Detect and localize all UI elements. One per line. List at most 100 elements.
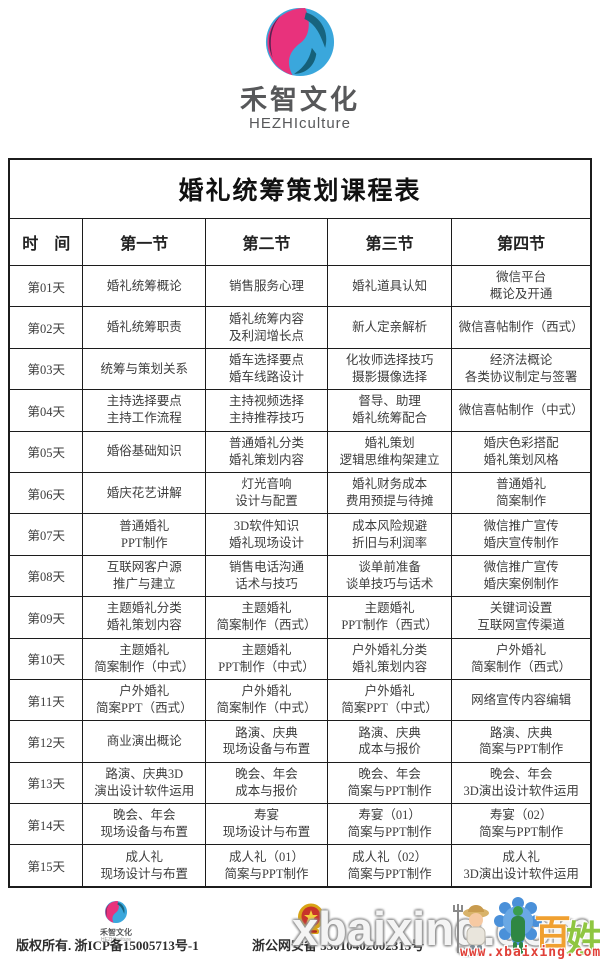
- day-cell: 第03天: [8, 347, 84, 391]
- course-cell: 路演、庆典 现场设备与布置: [205, 720, 328, 763]
- table-row: 第05天 婚俗基础知识 普通婚礼分类 婚礼策划内容 婚礼策划 逻辑思维构架建立 婚庆色彩…: [8, 430, 592, 473]
- course-cell: 关键词设置 互联网宣传渠道: [451, 596, 592, 639]
- course-cell: 婚俗基础知识: [82, 430, 207, 473]
- course-cell: 主题婚礼 简案制作（西式）: [205, 596, 328, 639]
- day-cell: 第06天: [8, 471, 84, 515]
- day-cell: 第12天: [8, 720, 84, 763]
- course-cell: 成本风险规避 折旧与利润率: [326, 513, 453, 556]
- course-cell: 路演、庆典3D 演出设计软件运用: [82, 761, 207, 805]
- course-cell: 婚庆色彩搭配 婚礼策划风格: [451, 430, 592, 473]
- day-cell: 第10天: [8, 637, 84, 680]
- day-cell: 第09天: [8, 596, 84, 639]
- brand-name-cn: 禾智文化: [240, 85, 360, 115]
- course-cell: 寿宴 现场设计与布置: [205, 803, 328, 846]
- footer-mini-brand-en: HEZHIculture: [100, 937, 131, 943]
- course-cell: 婚礼统筹概论: [82, 264, 207, 308]
- course-cell: 微信推广宣传 婚庆案例制作: [451, 554, 592, 598]
- course-cell: 主持选择要点 主持工作流程: [82, 389, 207, 432]
- table-row: 第08天 互联网客户源 推广与建立 销售电话沟通 话术与技巧 谈单前准备 谈单技巧与话…: [8, 554, 592, 598]
- course-table: 婚礼统筹策划课程表 时 间 第一节 第二节 第三节 第四节 第01天 婚礼统筹概论…: [8, 158, 592, 888]
- watermark-text: xbaixing.com: [292, 902, 593, 955]
- course-cell: 户外婚礼分类 婚礼策划内容: [326, 637, 453, 680]
- course-cell: 寿宴（02） 简案与PPT制作: [451, 803, 592, 846]
- course-cell: 普通婚礼 简案制作: [451, 471, 592, 515]
- farmer-mascot-icon: [450, 901, 496, 964]
- course-cell: 微信推广宣传 婚庆宣传制作: [451, 513, 592, 556]
- course-cell: 成人礼（02） 简案与PPT制作: [326, 844, 453, 888]
- course-cell: 婚礼统筹内容 及利润增长点: [205, 306, 328, 349]
- course-cell: 主题婚礼 PPT制作（中式）: [205, 637, 328, 680]
- course-cell: 统筹与策划关系: [82, 347, 207, 391]
- table-title: 婚礼统筹策划课程表: [8, 158, 592, 219]
- table-title-row: 婚礼统筹策划课程表: [8, 158, 592, 219]
- footer-mini-brand: 禾智文化 HEZHIculture: [86, 900, 146, 943]
- public-security-record-text: 浙公网安备 33010402002313号: [252, 938, 425, 953]
- header-lesson-4: 第四节: [451, 218, 592, 266]
- table-row: 第01天 婚礼统筹概论 销售服务心理 婚礼道具认知 微信平台 概论及开通: [8, 264, 592, 308]
- header-lesson-2: 第二节: [205, 218, 328, 266]
- day-cell: 第07天: [8, 513, 84, 556]
- table-row: 第10天 主题婚礼 简案制作（中式） 主题婚礼 PPT制作（中式） 户外婚礼分类 婚礼…: [8, 637, 592, 680]
- course-cell: 互联网客户源 推广与建立: [82, 554, 207, 598]
- table-row: 第12天 商业演出概论 路演、庆典 现场设备与布置 路演、庆典 成本与报价 路演、庆典 …: [8, 720, 592, 763]
- course-cell: 经济法概论 各类协议制定与签署: [451, 347, 592, 391]
- day-cell: 第14天: [8, 803, 84, 846]
- course-cell: 新人定亲解析: [326, 306, 453, 349]
- police-badge-icon: [297, 903, 325, 940]
- footer-mini-brand-cn: 禾智文化: [100, 928, 132, 937]
- course-cell: 成人礼 3D演出设计软件运用: [451, 844, 592, 888]
- course-cell: 普通婚礼分类 婚礼策划内容: [205, 430, 328, 473]
- table-row: 第06天 婚庆花艺讲解 灯光音响 设计与配置 婚礼财务成本 费用预提与待摊 普通婚礼 简…: [8, 471, 592, 515]
- course-cell: 晚会、年会 简案与PPT制作: [326, 761, 453, 805]
- table-row: 第02天 婚礼统筹职责 婚礼统筹内容 及利润增长点 新人定亲解析 微信喜帖制作（西式）: [8, 306, 592, 349]
- course-cell: 婚车选择要点 婚车线路设计: [205, 347, 328, 391]
- day-cell: 第13天: [8, 761, 84, 805]
- course-cell: 微信平台 概论及开通: [451, 264, 592, 308]
- course-cell: 户外婚礼 简案制作（西式）: [451, 637, 592, 680]
- brand-header: 禾智文化 HEZHIculture: [0, 0, 600, 132]
- course-cell: 路演、庆典 简案与PPT制作: [451, 720, 592, 763]
- course-cell: 户外婚礼 简案制作（中式）: [205, 678, 328, 722]
- course-cell: 主题婚礼 简案制作（中式）: [82, 637, 207, 680]
- course-cell: 主题婚礼 PPT制作（西式）: [326, 596, 453, 639]
- hezhi-swirl-logo: [0, 5, 600, 84]
- day-cell: 第08天: [8, 554, 84, 598]
- course-cell: 路演、庆典 成本与报价: [326, 720, 453, 763]
- table-row: 第15天 成人礼 现场设计与布置 成人礼（01） 简案与PPT制作 成人礼（02） 简…: [8, 844, 592, 888]
- table-row: 第14天 晚会、年会 现场设备与布置 寿宴 现场设计与布置 寿宴（01） 简案与PPT…: [8, 803, 592, 846]
- watermark-url-text: www.xbaixing.com: [460, 945, 600, 960]
- table-row: 第09天 主题婚礼分类 婚礼策划内容 主题婚礼 简案制作（西式） 主题婚礼 PPT制作…: [8, 596, 592, 639]
- day-cell: 第15天: [8, 844, 84, 888]
- icp-copyright-text: 版权所有. 浙ICP备15005713号-1: [16, 938, 199, 953]
- mascot-char-bai: 百: [534, 913, 571, 954]
- course-cell: 户外婚礼 简案PPT（中式）: [326, 678, 453, 722]
- day-cell: 第04天: [8, 389, 84, 432]
- course-cell: 婚礼统筹职责: [82, 306, 207, 349]
- course-cell: 成人礼 现场设计与布置: [82, 844, 207, 888]
- day-cell: 第05天: [8, 430, 84, 473]
- footer: 禾智文化 HEZHIculture 版权所有. 浙ICP备15005713号-1…: [0, 895, 600, 972]
- course-cell: 商业演出概论: [82, 720, 207, 763]
- table-row: 第13天 路演、庆典3D 演出设计软件运用 晚会、年会 成本与报价 晚会、年会 简案与…: [8, 761, 592, 805]
- table-row: 第03天 统筹与策划关系 婚车选择要点 婚车线路设计 化妆师选择技巧 摄影摄像选择 经济…: [8, 347, 592, 391]
- course-cell: 户外婚礼 简案PPT（西式）: [82, 678, 207, 722]
- course-cell: 灯光音响 设计与配置: [205, 471, 328, 515]
- course-cell: 寿宴（01） 简案与PPT制作: [326, 803, 453, 846]
- table-row: 第11天 户外婚礼 简案PPT（西式） 户外婚礼 简案制作（中式） 户外婚礼 简案PP…: [8, 678, 592, 722]
- course-cell: 督导、助理 婚礼统筹配合: [326, 389, 453, 432]
- table-header-row: 时 间 第一节 第二节 第三节 第四节: [8, 218, 592, 266]
- course-cell: 微信喜帖制作（中式）: [451, 389, 592, 432]
- header-lesson-3: 第三节: [326, 218, 453, 266]
- course-cell: 主题婚礼分类 婚礼策划内容: [82, 596, 207, 639]
- course-cell: 婚礼道具认知: [326, 264, 453, 308]
- course-cell: 主持视频选择 主持推荐技巧: [205, 389, 328, 432]
- course-cell: 3D软件知识 婚礼现场设计: [205, 513, 328, 556]
- mascot-cluster: 百 姓: [442, 895, 600, 965]
- header-time: 时 间: [8, 218, 84, 266]
- course-cell: 化妆师选择技巧 摄影摄像选择: [326, 347, 453, 391]
- day-cell: 第11天: [8, 678, 84, 722]
- mascot-char-xing: 姓: [566, 919, 600, 960]
- course-cell: 晚会、年会 成本与报价: [205, 761, 328, 805]
- brand-name-en: HEZHIculture: [248, 115, 352, 133]
- course-cell: 晚会、年会 现场设备与布置: [82, 803, 207, 846]
